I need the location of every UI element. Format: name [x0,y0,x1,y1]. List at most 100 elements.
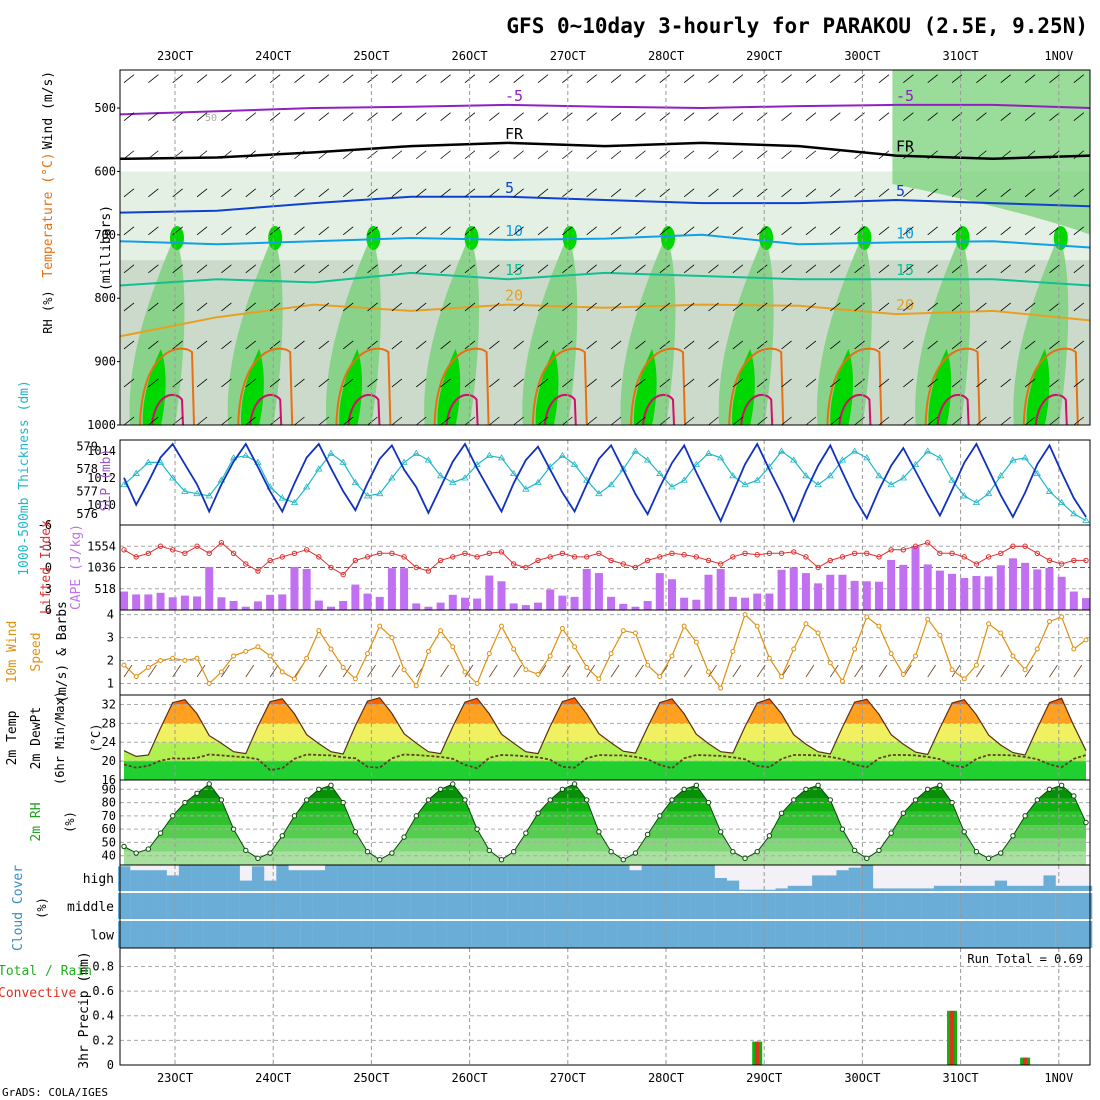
cloud-bar [860,865,874,891]
isotherm-line [119,195,1091,214]
wind-speed-marker [133,674,139,680]
cape-bar [728,596,737,610]
wind-barb [221,340,232,350]
cloud-bar [166,875,180,891]
cloud-bar [641,865,654,891]
cloud-bar [641,921,654,948]
cloud-bar [763,921,776,948]
thickness-marker [716,454,725,461]
cloud-bar [288,921,301,948]
cloud-bar [994,921,1008,948]
cloud-bar [191,893,204,919]
wind-barb [878,188,890,198]
wind-barb [245,226,257,236]
wind-speed-marker [218,669,224,675]
wind-speed-marker [304,655,310,661]
wind-barb [976,416,987,426]
temp-axis-label: 2m DewPt [29,707,44,770]
rh-plume [227,234,283,425]
date-tick-bottom: 27OCT [550,1071,586,1085]
wind-barb [756,302,768,312]
wind-barb [756,226,768,236]
rh-marker [730,849,736,855]
precip-axis-label: 3hr Precip (mm) [77,951,92,1068]
wind-barb [318,226,330,236]
wind-barb [610,378,622,388]
wind-barb [927,112,938,122]
rh-marker [803,786,809,792]
wind-barb [172,150,183,160]
rh-band [124,798,1086,812]
wind-barb [781,416,792,426]
wind-barb [586,302,597,312]
rh-marker [596,829,602,835]
wind-barb [635,226,646,236]
cape-bar [546,589,555,610]
cloud-bar [130,893,143,919]
thickness-marker [656,469,664,476]
wind-speed-marker [511,646,517,652]
lifted-index-marker [364,554,371,560]
lifted-index-marker [717,561,724,567]
thickness-marker [412,449,420,456]
wind-barb [172,416,183,426]
wind-barb [148,416,159,426]
lifted-index-marker [486,550,493,557]
rh-plume-core [1026,348,1050,425]
wind-barb [708,74,719,83]
surface-wind-barb [683,664,693,678]
rh-marker [510,849,517,855]
wind-barb [781,264,792,274]
wind-barb [635,112,646,122]
cloud-bar [519,893,533,919]
cloud-bar [556,893,569,919]
wind-barb [903,226,914,236]
cloud-bar [824,921,837,948]
lifted-index-marker [742,550,748,557]
cloud-bar [714,893,727,919]
wind-barb [976,378,987,388]
cloud-bar [1055,893,1068,919]
rh-marker [170,813,176,819]
wind-barb [172,264,183,274]
wind-speed-marker [779,674,785,680]
cloud-bar [982,893,995,919]
cloud-bar [568,865,581,891]
rh-band [124,811,1086,826]
wind-barb [1024,188,1036,198]
wind-speed-marker [377,623,383,629]
cloud-bar [799,921,813,948]
wind-speed-marker [170,655,176,661]
lifted-index-marker [803,554,809,560]
cape-bar [594,573,603,610]
wind-barb [635,150,646,160]
cloud-bar [410,865,423,891]
wind-barb [805,74,817,83]
wind-barb [221,302,232,312]
cloud-bar [653,921,667,948]
rh-marker [791,797,797,803]
cloud-bar [300,893,313,919]
rh-plume [915,234,971,425]
cloud-bar [1031,893,1044,919]
wind-speed-marker [1046,618,1052,624]
wind-barb [854,302,865,312]
cloud-bar [483,921,496,948]
cape-bar [960,578,969,610]
wind-barb [416,416,427,426]
thickness-tick: 579 [76,440,98,454]
precip-panel-frame [119,947,1091,1066]
rh-tick: 80 [102,796,116,810]
wind-barb [659,226,671,236]
cloud-bar [812,875,825,891]
wind-barb [976,150,987,160]
cloud-bar [361,893,374,919]
wind-barb [830,226,841,236]
wind-barb [367,150,378,160]
lifted-index-marker [998,550,1004,557]
wind-barb [513,340,524,350]
wind-barb [148,188,159,198]
thickness-axis-label: 1000-500mb Thickness (dm) [17,380,32,576]
lifted-index-marker [340,571,346,578]
